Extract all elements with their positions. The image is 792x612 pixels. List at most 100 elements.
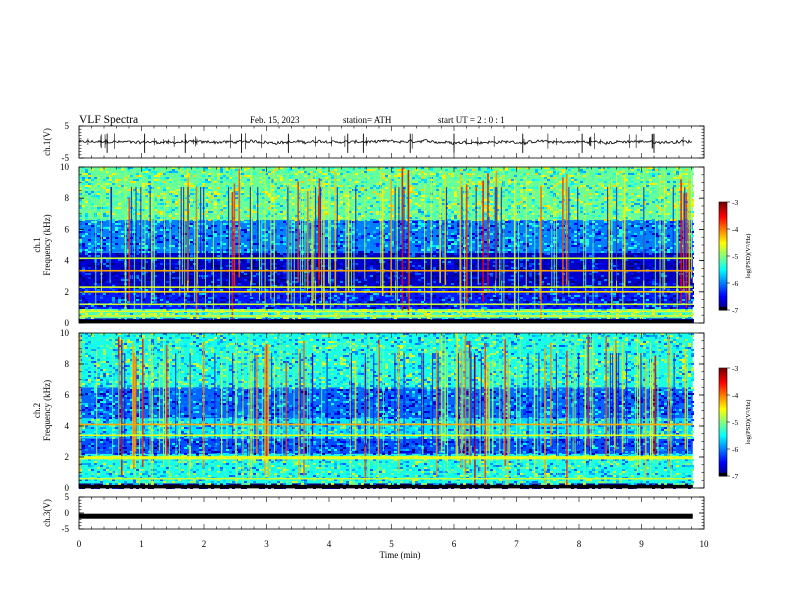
spectral-cell [412,177,415,179]
spectral-cell [130,177,133,179]
spectral-cell [325,201,328,203]
spectral-cell [115,227,118,229]
spectral-cell [175,277,178,279]
spectral-cell [490,307,493,309]
spectral-cell [508,181,511,183]
spectral-cell [346,183,349,185]
spectral-cell [136,203,139,205]
spectral-cell [451,217,454,219]
spectral-cell [271,313,274,315]
spectral-cell [208,279,211,281]
spectral-cell [313,185,316,187]
spectral-cell [289,167,292,169]
spectral-cell [358,253,361,255]
spectral-cell [145,175,148,177]
spectral-cell [229,279,232,281]
spectral-cell [142,185,145,187]
spectral-cell [418,177,421,179]
spectral-cell [358,215,361,217]
spectral-cell [439,307,442,309]
spectral-cell [247,279,250,281]
spectral-cell [205,283,208,285]
spectral-cell [196,185,199,187]
spectral-cell [226,293,229,295]
spectral-cell [475,173,478,175]
spectral-cell [457,169,460,171]
spectral-cell [427,171,430,173]
spectral-cell [82,317,85,319]
spectral-cell [271,307,274,309]
spectral-cell [289,223,292,225]
spectral-cell [238,277,241,279]
spectral-cell [217,251,220,253]
spectral-cell [442,299,445,301]
spectral-cell [340,241,343,243]
spectral-cell [364,171,367,173]
spectral-cell [79,201,82,203]
spectral-cell [316,223,319,225]
spectral-cell [367,301,370,303]
spectral-cell [298,251,301,253]
spectral-cell [280,255,283,257]
spectral-cell [226,299,229,301]
spectral-cell [316,263,319,265]
spectral-cell [199,317,202,319]
spectral-cell [157,195,160,197]
spectral-cell [331,167,334,169]
spectral-cell [91,185,94,187]
spectral-cell [415,195,418,197]
spectral-cell [337,185,340,187]
spectral-cell [283,207,286,209]
spectral-cell [208,227,211,229]
spectral-cell [172,211,175,213]
spectral-cell [235,219,238,221]
spectral-cell [418,221,421,223]
spectral-cell [160,293,163,295]
spectral-cell [385,179,388,181]
spectral-cell [295,219,298,221]
spectral-cell [118,281,121,283]
spectral-cell [211,243,214,245]
spectral-cell [265,187,268,189]
spectral-cell [157,271,160,273]
spectral-cell [451,199,454,201]
spectral-cell [454,191,457,193]
spectral-cell [235,237,238,239]
spectral-cell [85,223,88,225]
spectral-cell [97,281,100,283]
spectral-cell [313,309,316,311]
spectral-cell [148,169,151,171]
spectral-cell [169,179,172,181]
spectral-cell [289,267,292,269]
spectral-cell [142,249,145,251]
spectral-cell [313,225,316,227]
spectral-cell [103,203,106,205]
spectral-cell [436,305,439,307]
spectral-cell [226,265,229,267]
spectral-cell [478,189,481,191]
spectral-cell [331,181,334,183]
spectral-cell [313,193,316,195]
spectral-cell [145,189,148,191]
spectral-cell [331,175,334,177]
spectral-cell [274,197,277,199]
spectral-cell [91,317,94,319]
spectral-cell [235,223,238,225]
spectral-cell [217,241,220,243]
spectral-cell [412,229,415,231]
spectral-cell [331,277,334,279]
spectral-cell [490,251,493,253]
spectral-cell [190,293,193,295]
spectral-cell [157,203,160,205]
spectral-cell [433,219,436,221]
spectral-cell [82,247,85,249]
spectral-cell [319,285,322,287]
spectral-cell [430,169,433,171]
spectral-cell [325,255,328,257]
spectral-cell [79,207,82,209]
spectral-cell [211,231,214,233]
spectral-cell [325,265,328,267]
spectral-cell [283,243,286,245]
spectral-cell [454,279,457,281]
spectral-cell [94,181,97,183]
